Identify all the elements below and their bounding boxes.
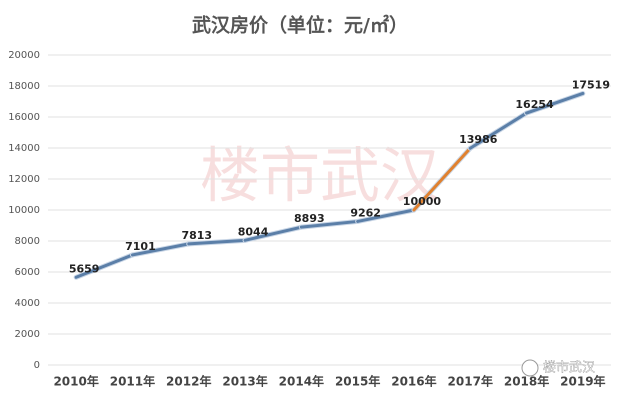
y-tick-label: 18000 [8,81,40,92]
data-label: 5659 [69,262,100,275]
watermark: 楼市武汉 [200,142,440,212]
y-tick-label: 0 [34,360,40,371]
y-tick-label: 16000 [8,112,40,123]
x-tick-label: 2019年 [560,374,605,389]
line-segment [243,225,303,242]
y-tick-label: 2000 [15,329,40,340]
y-tick-label: 4000 [15,298,40,309]
x-tick-label: 2015年 [335,374,380,389]
plot-area: 0 2000 4000 6000 8000 10000 12000 14000 16000 180… [8,50,611,389]
line-segment [412,146,472,212]
x-tick-label: 2016年 [391,374,436,389]
logo-text: 楼市武汉 [543,360,595,376]
data-label: 8044 [238,225,269,238]
line-segment [525,91,585,115]
data-label: 7813 [181,229,212,242]
line-segment [130,242,191,257]
y-tick-label: 12000 [8,174,40,185]
chart-title: 武汉房价（单位：元/㎡） [192,14,408,37]
y-tick-label: 10000 [8,205,40,216]
y-tick-label: 8000 [15,236,40,247]
x-tick-label: 2010年 [53,374,98,389]
y-tick-label: 20000 [8,50,40,61]
data-label: 8893 [294,212,325,225]
x-tick-label: 2017年 [448,374,493,389]
line-segment [356,208,416,223]
line-segment [74,253,134,279]
y-tick-label: 14000 [8,143,40,154]
data-label: 16254 [515,98,554,111]
x-tick-label: 2012年 [166,374,211,389]
y-tick-label: 6000 [15,267,40,278]
data-label: 10000 [403,195,442,208]
data-label: 13986 [459,133,498,146]
data-label: 17519 [572,78,610,91]
line-segment [468,111,529,150]
x-tick-label: 2011年 [110,374,155,389]
logo-icon [521,359,539,377]
data-label: 9262 [350,206,381,219]
data-label: 7101 [125,240,156,253]
x-tick-label: 2018年 [504,374,549,389]
line-segment [299,219,360,229]
x-tick-label: 2013年 [222,374,267,389]
line-segment [187,238,247,246]
x-tick-label: 2014年 [279,374,324,389]
